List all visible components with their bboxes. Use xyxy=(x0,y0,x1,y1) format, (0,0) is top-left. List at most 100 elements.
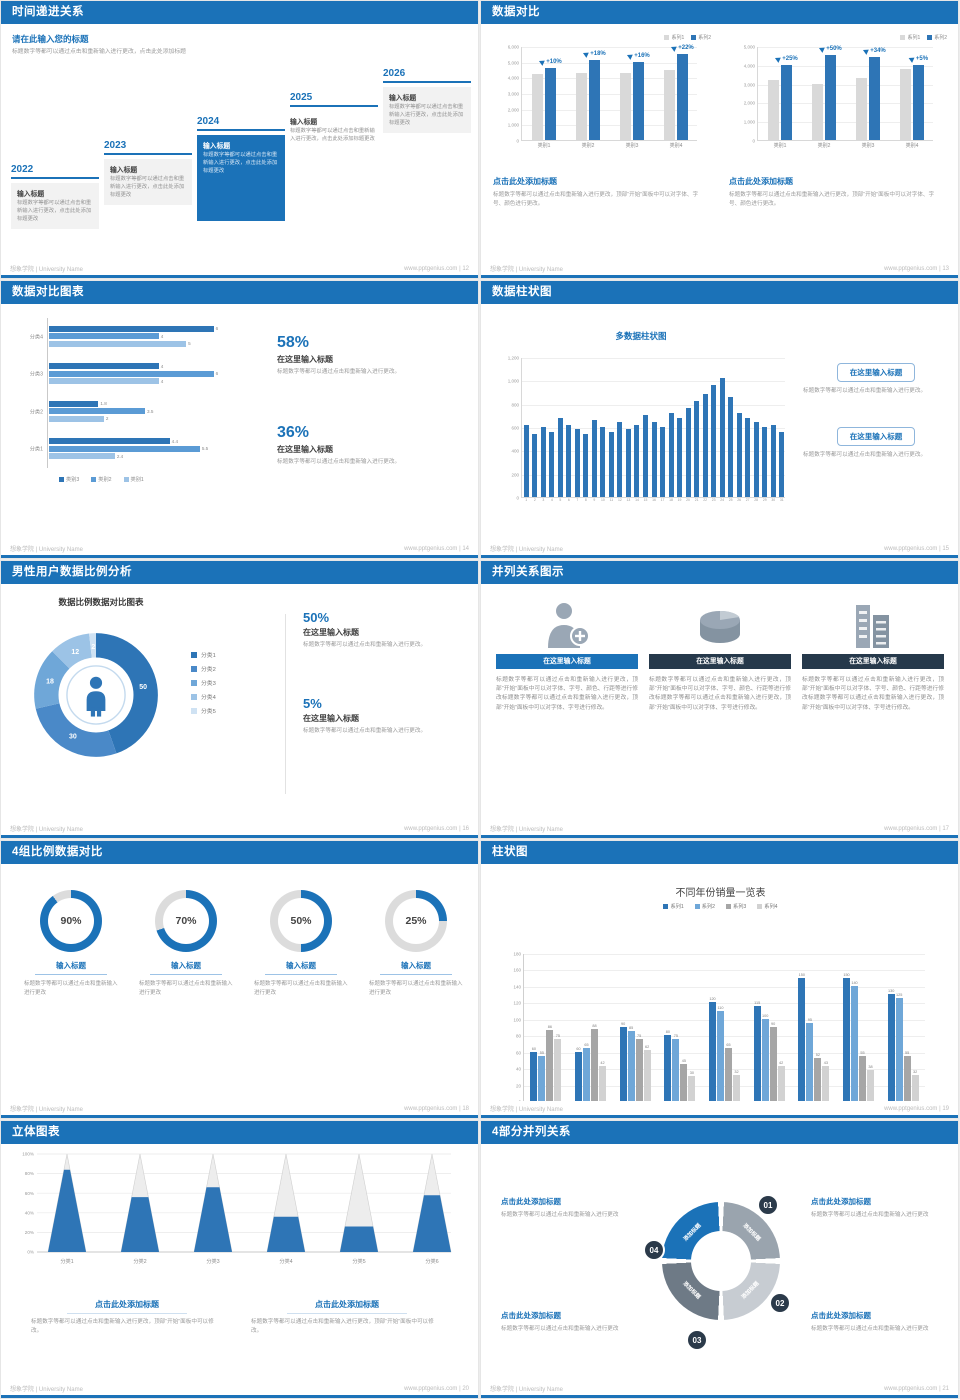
bar-value: 55 xyxy=(905,1050,910,1055)
bar-value: 38 xyxy=(868,1064,873,1069)
bar-value: 4 xyxy=(160,333,164,339)
parallel-column: 在这里输入标题 标题数字等都可以通过点击和重新输入进行更改，顶部“开始”面板中可以… xyxy=(496,596,638,713)
column-body: 标题数字等都可以通过点击和重新输入进行更改，顶部“开始”面板中可以对字体、字号、… xyxy=(496,677,638,711)
footer-brand: 想象学院 | University Name xyxy=(490,827,563,833)
y-tick-label: 80 xyxy=(515,1033,521,1039)
column-body: 标题数字等都可以通过点击和重新输入进行更改，顶部“开始”面板中可以对字体、字号、… xyxy=(649,677,791,711)
hbar-plot: 分类4 6 4 5 分类3 4 6 4 分类2 1.8 3.5 2 分类1 4.4 5.5 2.4 xyxy=(30,318,247,468)
bar xyxy=(574,429,580,497)
bar xyxy=(660,427,666,497)
legend-label: 系列2 xyxy=(934,35,947,41)
window xyxy=(859,619,867,622)
bar xyxy=(822,1065,830,1101)
slide-body: 数据比例数据对比图表 50 30 18 12 2 分类1 分类2 分类3 分类4 分类5 50%… xyxy=(1,584,478,821)
block-title: 点击此处添加标题 xyxy=(501,1197,561,1206)
delta-text: +10% xyxy=(546,58,562,65)
slide-body: 在这里输入标题 标题数字等都可以通过点击和重新输入进行更改，顶部“开始”面板中可以… xyxy=(481,584,958,821)
bar-row: 5 xyxy=(49,340,191,347)
chart-legend: 分类1 分类2 分类3 分类4 分类5 xyxy=(191,650,216,720)
slide-footer: 想象学院 | University Name www.pptgenius.com… xyxy=(481,542,958,555)
bar xyxy=(668,413,674,497)
gridline xyxy=(522,381,785,383)
bar-series2 xyxy=(677,53,688,140)
legend-item: 系列3 xyxy=(726,903,746,910)
legend-item: 分类4 xyxy=(191,692,216,701)
stat-title: 在这里输入标题 xyxy=(277,445,333,454)
slide-title: 数据对比图表 xyxy=(12,286,84,298)
parallel-column: 在这里输入标题 标题数字等都可以通过点击和重新输入进行更改，顶部“开始”面板中可以… xyxy=(649,596,791,713)
legend-swatch xyxy=(900,35,906,40)
hbar xyxy=(49,400,99,407)
legend-label: 系列2 xyxy=(698,35,711,41)
ring-item: 70% 输入标题 标题数字等都可以通过点击和重新输入进行更改 xyxy=(132,890,240,998)
timeline-card: 输入标题 标题数字等都可以通过点击和重新输入进行更改，点击此处添加标题更改 xyxy=(11,183,99,229)
bar-value: 86 xyxy=(547,1025,552,1030)
plot-wrap: 1,200 1,000 800 600 400 200 0 1 2 3 4 5 6 7 8 9 10 11 12 13… xyxy=(491,344,791,520)
y-tick-label: 20% xyxy=(25,1230,34,1235)
x-tick-label: 5 xyxy=(559,498,562,502)
x-tick-label: 分类1 xyxy=(60,1257,73,1265)
timeline-item: 2025 输入标题 标题数字等都可以通过点击和重新输入进行更改，点击此处添加标题更改 xyxy=(290,92,378,149)
bar xyxy=(685,408,691,497)
bar-series2 xyxy=(781,64,792,140)
bar-value: 2.4 xyxy=(116,453,124,459)
bar xyxy=(733,1074,740,1101)
legend-label: 系列4 xyxy=(764,904,778,910)
slide-title: 4部分并列关系 xyxy=(492,1126,571,1138)
legend-label: 系列1 xyxy=(907,35,921,41)
bar xyxy=(680,1064,688,1101)
slide-title-bar: 4组比例数据对比 xyxy=(1,841,478,864)
y-tick-label: 400 xyxy=(511,448,519,454)
gridline xyxy=(524,1069,925,1071)
gridline xyxy=(758,122,933,124)
bar xyxy=(549,431,555,497)
bar-series1 xyxy=(532,74,543,140)
gridline xyxy=(524,1003,925,1005)
legend-swatch xyxy=(191,693,197,700)
x-tick-label: 类别3 xyxy=(861,143,875,149)
footer-page: www.pptgenius.com | 12 xyxy=(404,265,469,272)
bar xyxy=(843,977,850,1101)
x-tick-label: 4 xyxy=(550,498,553,502)
bar xyxy=(642,415,648,497)
bar-series2 xyxy=(869,57,880,140)
legend-item: 分类5 xyxy=(191,706,216,715)
footer-brand: 想象学院 | University Name xyxy=(490,1107,563,1113)
bar xyxy=(532,434,538,497)
bar-value: 75 xyxy=(555,1034,560,1039)
bar xyxy=(619,1027,627,1101)
y-tick-label: 80% xyxy=(25,1171,34,1176)
bar-row: 4 xyxy=(49,378,163,385)
y-tick-label: 180 xyxy=(513,951,521,957)
legend-label: 系列2 xyxy=(701,904,715,910)
x-tick-label: 7 xyxy=(576,498,579,502)
column-chart: 多数据柱状图 1,200 1,000 800 600 400 200 0 1 2 3 4 5 6 7 8 9 1… xyxy=(491,330,791,520)
timeline-card: 输入标题 标题数字等都可以通过点击和重新输入进行更改，点击此处添加标题更改 xyxy=(197,135,285,221)
bar xyxy=(600,427,606,497)
stat-block: 5% 在这里输入标题 标题数字等都可以通过点击和重新输入进行更改。 xyxy=(303,696,461,736)
legend-swatch xyxy=(123,477,129,482)
y-tick-label: 3,000 xyxy=(743,82,755,88)
block-body: 标题数字等都可以通过点击和重新输入进行更改 xyxy=(501,1326,619,1332)
bar-series1 xyxy=(576,72,587,140)
text-block-top-left: 点击此处添加标题 标题数字等都可以通过点击和重新输入进行更改 xyxy=(501,1196,639,1220)
ring-percent: 90% xyxy=(48,898,94,944)
slide-body: 点击此处添加标题 标题数字等都可以通过点击和重新输入进行更改，顶部“开始”面板中… xyxy=(481,24,958,261)
bar xyxy=(761,1018,769,1101)
stat-percent: 58% xyxy=(277,334,310,351)
bar xyxy=(530,1051,538,1101)
slide-body: 90% 输入标题 标题数字等都可以通过点击和重新输入进行更改 70% 输入标题 标题数字等… xyxy=(1,864,478,1101)
x-tick-label: 类别4 xyxy=(669,143,683,149)
slide-title-bar: 时间递进关系 xyxy=(1,1,478,24)
bar xyxy=(745,417,751,497)
bar-value: 140 xyxy=(851,980,858,985)
bar xyxy=(709,1002,716,1101)
bar-value: 110 xyxy=(717,1005,724,1010)
intro-block: 请在此输入您的标题 标题数字等都可以通过点击和重新输入进行更改，点击此处添加标题 xyxy=(12,33,187,57)
bar xyxy=(651,422,657,497)
bar-value: 62 xyxy=(645,1045,650,1050)
bar xyxy=(694,401,700,497)
bar-value: 75 xyxy=(637,1034,642,1039)
window xyxy=(859,627,867,630)
gridline xyxy=(524,986,925,988)
